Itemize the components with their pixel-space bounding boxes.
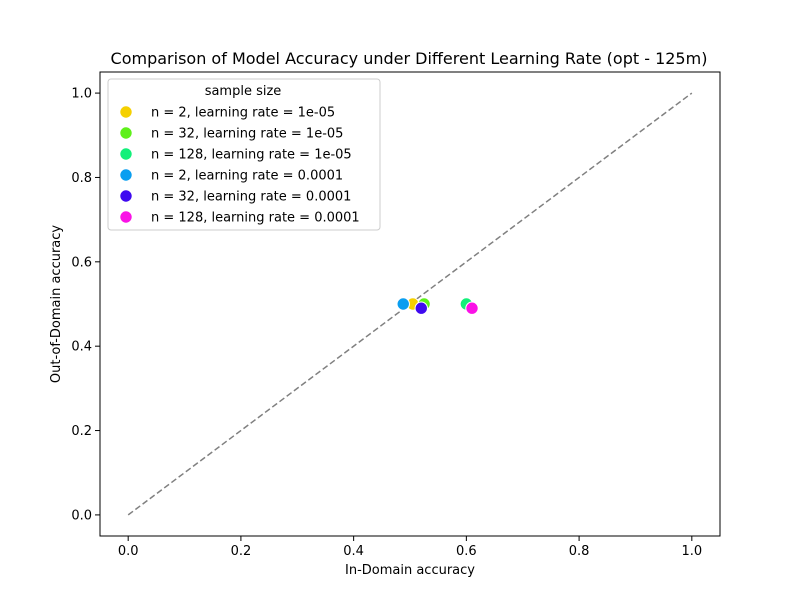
x-tick-label: 0.0 xyxy=(118,544,139,559)
legend-marker xyxy=(119,189,133,203)
data-point-series-4 xyxy=(396,297,410,311)
plot-frame xyxy=(99,71,721,537)
legend-marker xyxy=(119,147,133,161)
legend-marker xyxy=(119,105,133,119)
data-point-series-6 xyxy=(465,301,479,315)
x-tick-label: 0.6 xyxy=(456,544,477,559)
legend: sample size n = 2, learning rate = 1e-05 n… xyxy=(107,78,381,231)
legend-entry-label: n = 32, learning rate = 1e-05 xyxy=(151,127,343,142)
y-tick-label: 1.0 xyxy=(71,87,92,102)
legend-marker xyxy=(119,168,133,182)
legend-box xyxy=(107,78,381,231)
legend-entry-label: n = 32, learning rate = 0.0001 xyxy=(151,190,351,205)
x-tick-label: 0.2 xyxy=(231,544,252,559)
data-point-series-5 xyxy=(414,301,428,315)
chart-title: Comparison of Model Accuracy under Diffe… xyxy=(111,49,708,68)
legend-entry-label: n = 128, learning rate = 1e-05 xyxy=(151,148,352,163)
y-axis-label: Out-of-Domain accuracy xyxy=(49,225,64,384)
x-tick-label: 0.4 xyxy=(343,544,364,559)
legend-entry-label: n = 2, learning rate = 0.0001 xyxy=(151,169,343,184)
legend-marker xyxy=(119,210,133,224)
x-axis-label: In-Domain accuracy xyxy=(345,563,475,578)
x-tick-label: 0.8 xyxy=(569,544,590,559)
y-tick-label: 0.2 xyxy=(71,424,92,439)
legend-entry-label: n = 128, learning rate = 0.0001 xyxy=(151,211,360,226)
legend-entry-label: n = 2, learning rate = 1e-05 xyxy=(151,106,335,121)
legend-title: sample size xyxy=(205,84,282,99)
y-tick-label: 0.0 xyxy=(71,508,92,523)
y-tick-label: 0.6 xyxy=(71,255,92,270)
y-tick-label: 0.8 xyxy=(71,171,92,186)
x-tick-label: 1.0 xyxy=(681,544,702,559)
y-tick-label: 0.4 xyxy=(71,340,92,355)
legend-marker xyxy=(119,126,133,140)
